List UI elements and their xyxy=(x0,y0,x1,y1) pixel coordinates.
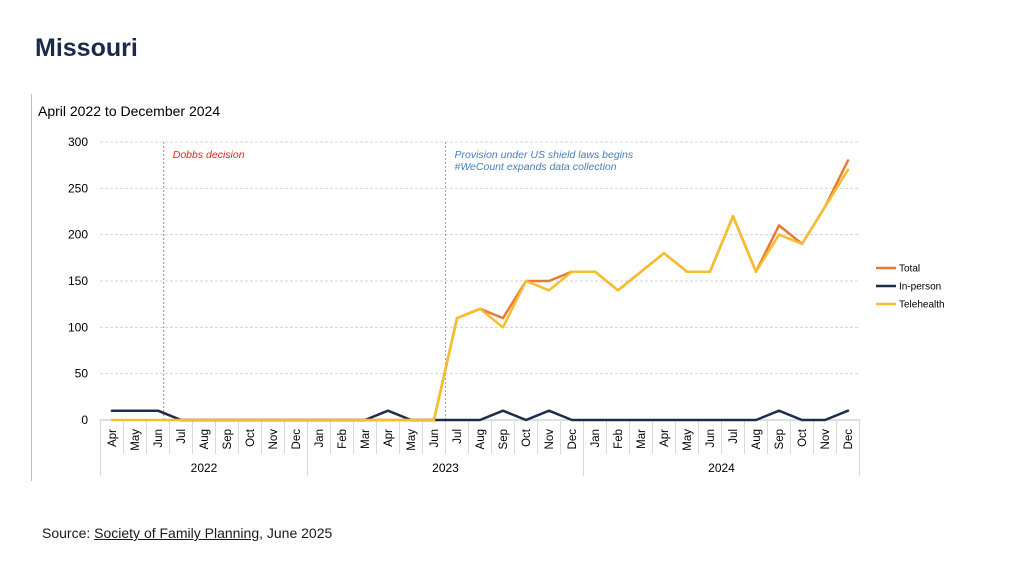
source-note: Source: Society of Family Planning, June… xyxy=(42,525,332,541)
y-tick-label: 300 xyxy=(68,135,88,149)
page-title: Missouri xyxy=(35,34,138,62)
annotation-text-dobbs: Dobbs decision xyxy=(173,149,245,161)
x-tick-label: Jun xyxy=(705,429,717,448)
x-tick-label: Jul xyxy=(728,429,740,444)
y-tick-label: 250 xyxy=(68,181,88,195)
x-axis: Apr May Jun Jul Aug Sep Oct Nov Dec Jan Feb Mar Apr M… xyxy=(100,419,860,476)
chart-title: April 2022 to December 2024 xyxy=(38,103,220,119)
y-tick-label: 0 xyxy=(81,413,88,427)
source-suffix: , June 2025 xyxy=(259,525,333,541)
x-tick-label: Jul xyxy=(452,429,464,444)
x-tick-label: Feb xyxy=(613,429,625,449)
x-tick-label: Apr xyxy=(107,429,119,447)
x-tick-label: Feb xyxy=(337,429,349,449)
x-tick-label: Dec xyxy=(291,429,303,450)
year-label: 2023 xyxy=(432,461,459,475)
x-tick-label: Aug xyxy=(751,429,763,449)
x-tick-label: Oct xyxy=(521,428,533,447)
x-tick-label: Dec xyxy=(567,429,579,450)
x-tick-label: May xyxy=(130,429,142,451)
annotation-text-shield: #WeCount expands data collection xyxy=(455,161,617,173)
x-tick-label: Oct xyxy=(245,428,257,447)
x-tick-label: Jan xyxy=(314,429,326,448)
x-tick-label: Nov xyxy=(268,429,280,450)
series-line-in-person xyxy=(110,409,850,422)
x-tick-label: Apr xyxy=(659,429,671,447)
x-tick-label: May xyxy=(682,429,694,451)
chart-divider-line xyxy=(31,94,32,481)
year-label: 2022 xyxy=(191,461,218,475)
legend-label-telehealth: Telehealth xyxy=(899,300,945,311)
y-tick-label: 50 xyxy=(75,367,89,381)
x-tick-label: Aug xyxy=(199,429,211,449)
legend-label-total: Total xyxy=(899,264,920,275)
x-tick-label: Mar xyxy=(360,429,372,449)
x-tick-label: Nov xyxy=(544,429,556,450)
legend: Total In-person Telehealth xyxy=(876,264,945,311)
legend-label-in-person: In-person xyxy=(899,282,941,293)
year-label: 2024 xyxy=(708,461,735,475)
series-line-total xyxy=(110,159,850,422)
x-tick-label: Aug xyxy=(475,429,487,449)
x-tick-label: Jan xyxy=(590,429,602,448)
x-tick-label: Mar xyxy=(636,429,648,449)
x-tick-label: Sep xyxy=(498,429,510,449)
x-tick-label: May xyxy=(406,429,418,451)
annotations: Dobbs decision Provision under US shield … xyxy=(163,142,634,420)
x-tick-label: Jul xyxy=(176,429,188,444)
y-tick-label: 150 xyxy=(68,274,88,288)
annotation-text-shield: Provision under US shield laws begins xyxy=(455,149,634,161)
x-tick-label: Nov xyxy=(820,429,832,450)
gridlines xyxy=(100,141,860,375)
y-tick-label: 200 xyxy=(68,228,88,242)
source-prefix: Source: xyxy=(42,525,95,541)
x-tick-label: Dec xyxy=(843,429,855,450)
x-tick-label: Apr xyxy=(383,429,395,447)
x-tick-label: Sep xyxy=(222,429,234,449)
source-link[interactable]: Society of Family Planning xyxy=(94,525,260,541)
x-tick-label: Oct xyxy=(797,428,809,447)
x-tick-label: Jun xyxy=(153,429,165,448)
x-tick-label: Jun xyxy=(429,429,441,448)
y-tick-label: 100 xyxy=(68,320,88,334)
y-axis: 0 50 100 150 200 250 300 xyxy=(68,135,88,427)
series-line-telehealth xyxy=(110,168,850,422)
x-tick-label: Sep xyxy=(774,429,786,449)
series-lines xyxy=(110,159,850,422)
